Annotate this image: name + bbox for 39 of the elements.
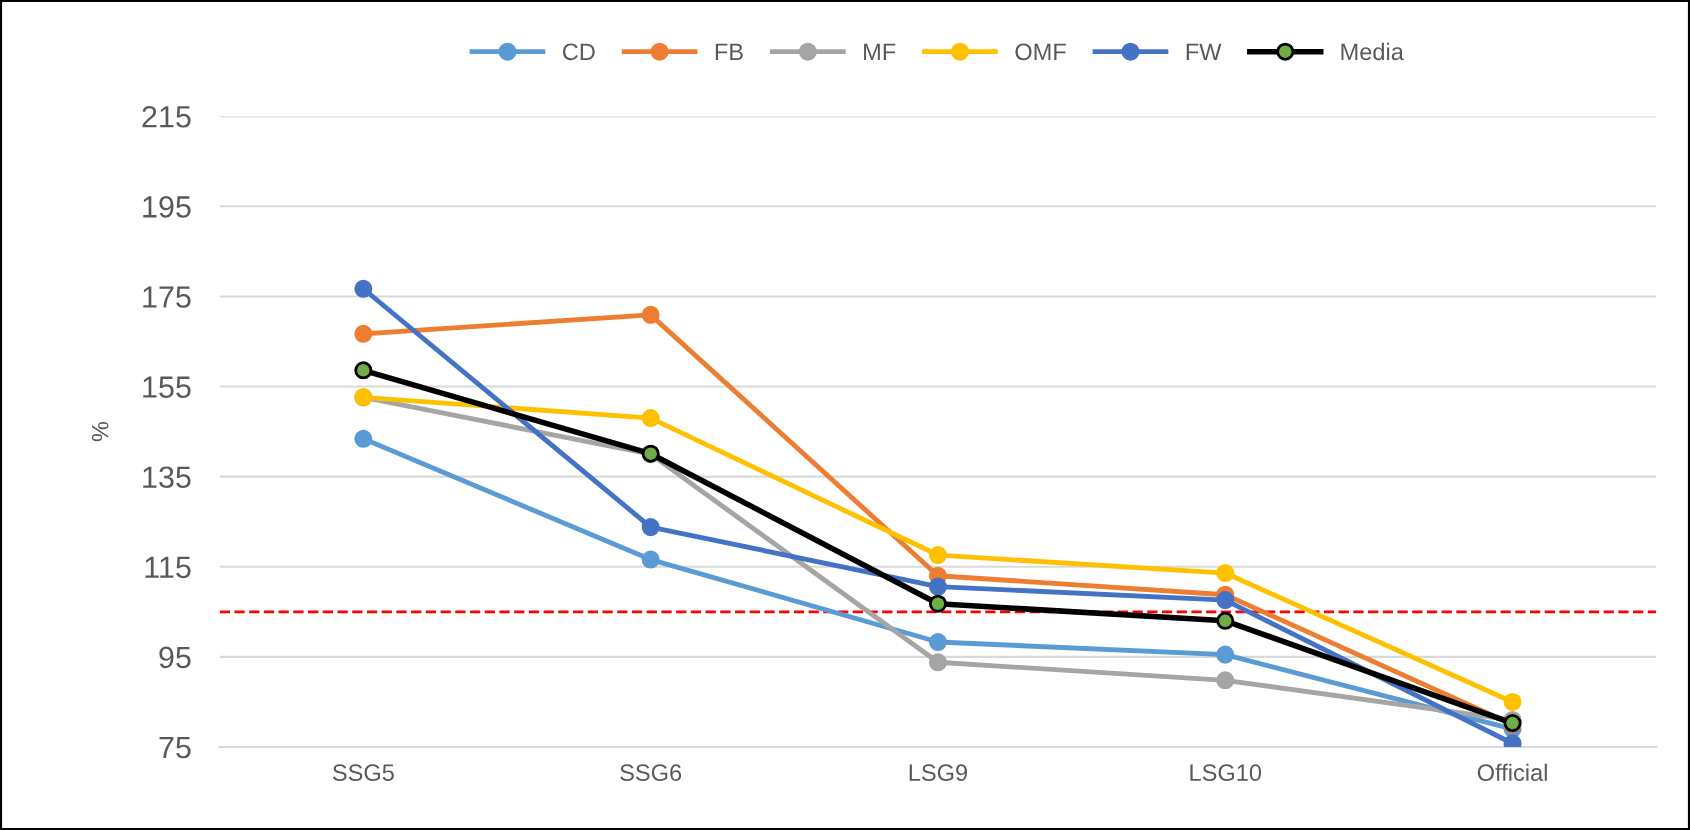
x-tick-label: SSG6 <box>620 764 682 782</box>
point <box>928 546 947 565</box>
point <box>354 279 373 298</box>
legend-label: OMF <box>1015 43 1066 61</box>
legend-label: CD <box>562 43 595 61</box>
y-axis-title: % <box>91 421 109 442</box>
y-tick-label: 95 <box>159 646 191 669</box>
point <box>928 632 947 652</box>
y-tick-label: 115 <box>145 556 191 579</box>
point <box>641 305 660 324</box>
point <box>354 429 373 448</box>
point <box>641 409 660 428</box>
legend-label: FB <box>715 43 743 60</box>
point <box>641 550 660 569</box>
point <box>1216 611 1235 630</box>
y-tick-label: 195 <box>143 196 191 218</box>
y-tick-label: 75 <box>159 737 191 759</box>
point <box>1216 564 1235 583</box>
x-tick-label: Official <box>1477 763 1547 782</box>
point <box>641 518 660 537</box>
point <box>928 653 947 672</box>
legend-label: FW <box>1186 43 1222 60</box>
x-tick-label: SSG5 <box>332 764 394 782</box>
point <box>928 594 947 613</box>
x-tick-label: LSG10 <box>1190 764 1262 782</box>
point <box>354 361 373 380</box>
point <box>354 324 373 343</box>
y-tick-label: 135 <box>143 466 191 489</box>
y-tick-label: 155 <box>143 376 191 398</box>
y-tick-label: 175 <box>143 286 191 308</box>
y-tick-label: 215 <box>142 105 191 128</box>
point <box>1216 671 1235 690</box>
legend-label: MF <box>864 43 896 60</box>
point <box>1216 645 1235 664</box>
x-tick-label: LSG9 <box>909 764 968 782</box>
legend-label: Media <box>1341 42 1404 61</box>
point <box>1503 692 1522 711</box>
point <box>1216 591 1235 610</box>
point <box>928 577 947 596</box>
